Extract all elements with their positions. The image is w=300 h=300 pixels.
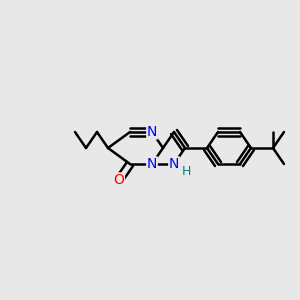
Text: N: N bbox=[147, 157, 157, 171]
Text: H: H bbox=[181, 165, 191, 178]
Text: N: N bbox=[147, 125, 157, 139]
Text: N: N bbox=[169, 157, 179, 171]
Text: O: O bbox=[114, 173, 124, 187]
